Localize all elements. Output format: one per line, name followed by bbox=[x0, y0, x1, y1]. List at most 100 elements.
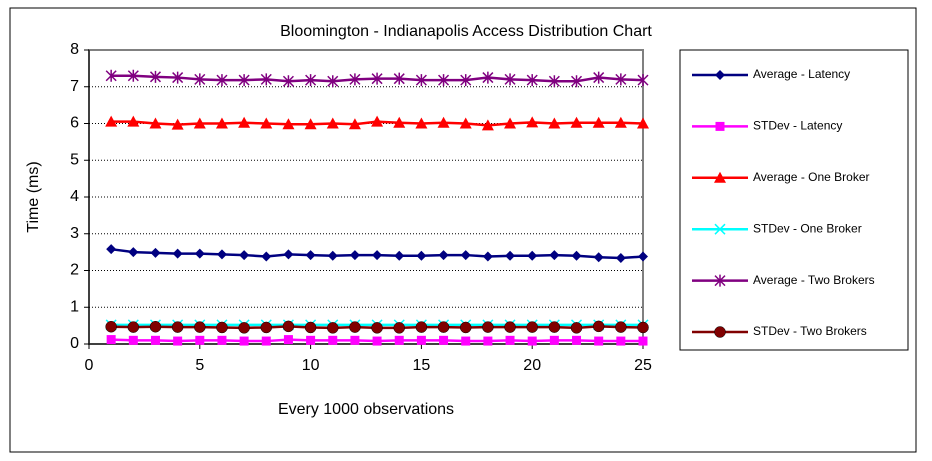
marker bbox=[526, 321, 538, 333]
marker bbox=[570, 322, 583, 334]
marker bbox=[638, 336, 648, 346]
marker bbox=[570, 116, 583, 128]
marker bbox=[128, 247, 139, 258]
marker bbox=[371, 72, 383, 85]
marker bbox=[393, 116, 406, 128]
marker bbox=[548, 321, 561, 333]
marker bbox=[238, 74, 250, 87]
marker bbox=[149, 117, 162, 129]
marker bbox=[194, 248, 205, 259]
marker bbox=[260, 73, 272, 86]
marker bbox=[615, 253, 626, 264]
marker bbox=[437, 321, 450, 333]
legend-label: STDev - Latency bbox=[753, 119, 842, 133]
legend-box bbox=[679, 49, 909, 351]
marker bbox=[127, 321, 140, 333]
marker bbox=[261, 251, 272, 262]
marker bbox=[217, 335, 227, 345]
marker bbox=[195, 335, 205, 345]
marker bbox=[459, 117, 472, 129]
marker bbox=[105, 320, 117, 333]
marker bbox=[328, 335, 338, 345]
x-tick-label: 5 bbox=[195, 357, 204, 374]
marker bbox=[149, 320, 162, 333]
marker bbox=[172, 71, 184, 84]
x-tick-label: 25 bbox=[634, 357, 652, 374]
marker bbox=[348, 118, 361, 130]
marker bbox=[371, 322, 383, 334]
marker bbox=[106, 335, 116, 345]
marker bbox=[349, 73, 361, 86]
marker bbox=[593, 71, 605, 84]
marker bbox=[415, 321, 428, 333]
marker bbox=[637, 321, 649, 334]
marker bbox=[238, 116, 251, 128]
marker bbox=[481, 119, 494, 131]
marker bbox=[261, 336, 271, 346]
marker bbox=[327, 75, 339, 88]
marker bbox=[616, 336, 626, 346]
marker bbox=[239, 336, 249, 346]
marker bbox=[483, 336, 493, 346]
marker bbox=[238, 322, 250, 334]
x-axis-label: Every 1000 observations bbox=[278, 401, 454, 418]
marker bbox=[172, 248, 183, 259]
marker bbox=[637, 117, 649, 129]
marker bbox=[416, 250, 427, 261]
marker bbox=[105, 69, 117, 82]
marker bbox=[371, 115, 384, 127]
marker bbox=[482, 321, 494, 333]
legend-marker bbox=[714, 326, 726, 338]
y-tick-label: 1 bbox=[70, 298, 79, 315]
y-tick-label: 8 bbox=[70, 41, 79, 58]
marker bbox=[372, 336, 382, 346]
marker bbox=[527, 250, 538, 261]
marker bbox=[349, 250, 360, 261]
marker bbox=[327, 250, 338, 261]
y-tick-label: 5 bbox=[70, 151, 79, 168]
marker bbox=[549, 250, 560, 261]
x-tick-label: 0 bbox=[85, 357, 94, 374]
marker bbox=[482, 71, 494, 84]
marker bbox=[415, 117, 428, 129]
marker bbox=[216, 321, 228, 334]
marker bbox=[548, 75, 560, 88]
marker bbox=[173, 336, 183, 346]
marker bbox=[438, 74, 450, 87]
marker bbox=[282, 320, 295, 333]
legend-label: Average - Two Brokers bbox=[753, 273, 875, 287]
marker bbox=[260, 321, 273, 334]
marker bbox=[171, 118, 184, 130]
marker bbox=[305, 74, 317, 87]
marker bbox=[128, 335, 138, 345]
x-tick-label: 20 bbox=[523, 357, 541, 374]
marker bbox=[305, 250, 316, 261]
x-tick-label: 15 bbox=[413, 357, 431, 374]
legend-marker bbox=[714, 171, 726, 183]
legend-label: Average - Latency bbox=[753, 67, 850, 81]
marker bbox=[526, 116, 539, 128]
legend-marker bbox=[715, 70, 725, 80]
marker bbox=[349, 321, 361, 333]
marker bbox=[260, 117, 273, 129]
marker bbox=[282, 75, 294, 88]
legend-marker bbox=[715, 121, 725, 131]
y-tick-label: 4 bbox=[70, 188, 79, 205]
marker bbox=[171, 321, 184, 333]
marker bbox=[306, 335, 316, 345]
marker bbox=[372, 250, 383, 261]
marker bbox=[460, 74, 472, 87]
marker bbox=[127, 69, 139, 82]
marker bbox=[438, 250, 449, 261]
marker bbox=[548, 117, 561, 129]
marker bbox=[304, 118, 317, 130]
legend-label: STDev - Two Brokers bbox=[753, 324, 867, 338]
marker bbox=[572, 335, 582, 345]
marker bbox=[393, 72, 405, 85]
legend-marker bbox=[714, 223, 726, 235]
legend-marker bbox=[714, 274, 726, 287]
y-tick-label: 6 bbox=[70, 115, 79, 132]
marker bbox=[105, 115, 118, 127]
marker bbox=[326, 117, 339, 129]
